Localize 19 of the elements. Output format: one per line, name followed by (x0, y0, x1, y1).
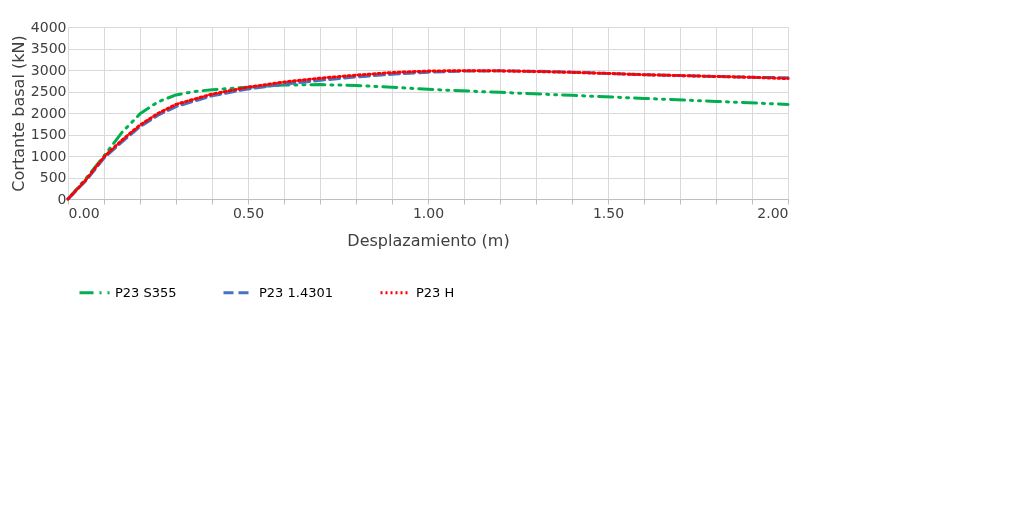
y-tick-label: 500 (39, 169, 67, 185)
y-tick-label: 4000 (30, 18, 67, 35)
y-tick-label: 1500 (30, 126, 67, 142)
legend-label: P23 1.4301 (259, 284, 334, 300)
y-tick-label: 2000 (30, 104, 67, 121)
y-tick-label: 1000 (30, 147, 67, 164)
y-axis-title: Cortante basal (kN) (8, 35, 28, 192)
x-tick-label: 2.00 (757, 204, 789, 221)
legend-label: P23 S355 (115, 284, 177, 300)
y-tick-label: 2500 (30, 83, 67, 99)
y-tick-label: 3500 (30, 40, 67, 56)
x-tick-label: 0.50 (232, 204, 265, 221)
x-axis-title: Desplazamiento (m) (347, 230, 510, 250)
y-tick-label: 3000 (30, 61, 67, 78)
legend-label: P23 H (416, 284, 455, 300)
x-tick-label: 0.00 (68, 204, 100, 221)
x-tick-label: 1.50 (592, 204, 625, 221)
y-tick-label: 0 (57, 190, 67, 207)
x-tick-label: 1.00 (412, 204, 445, 221)
